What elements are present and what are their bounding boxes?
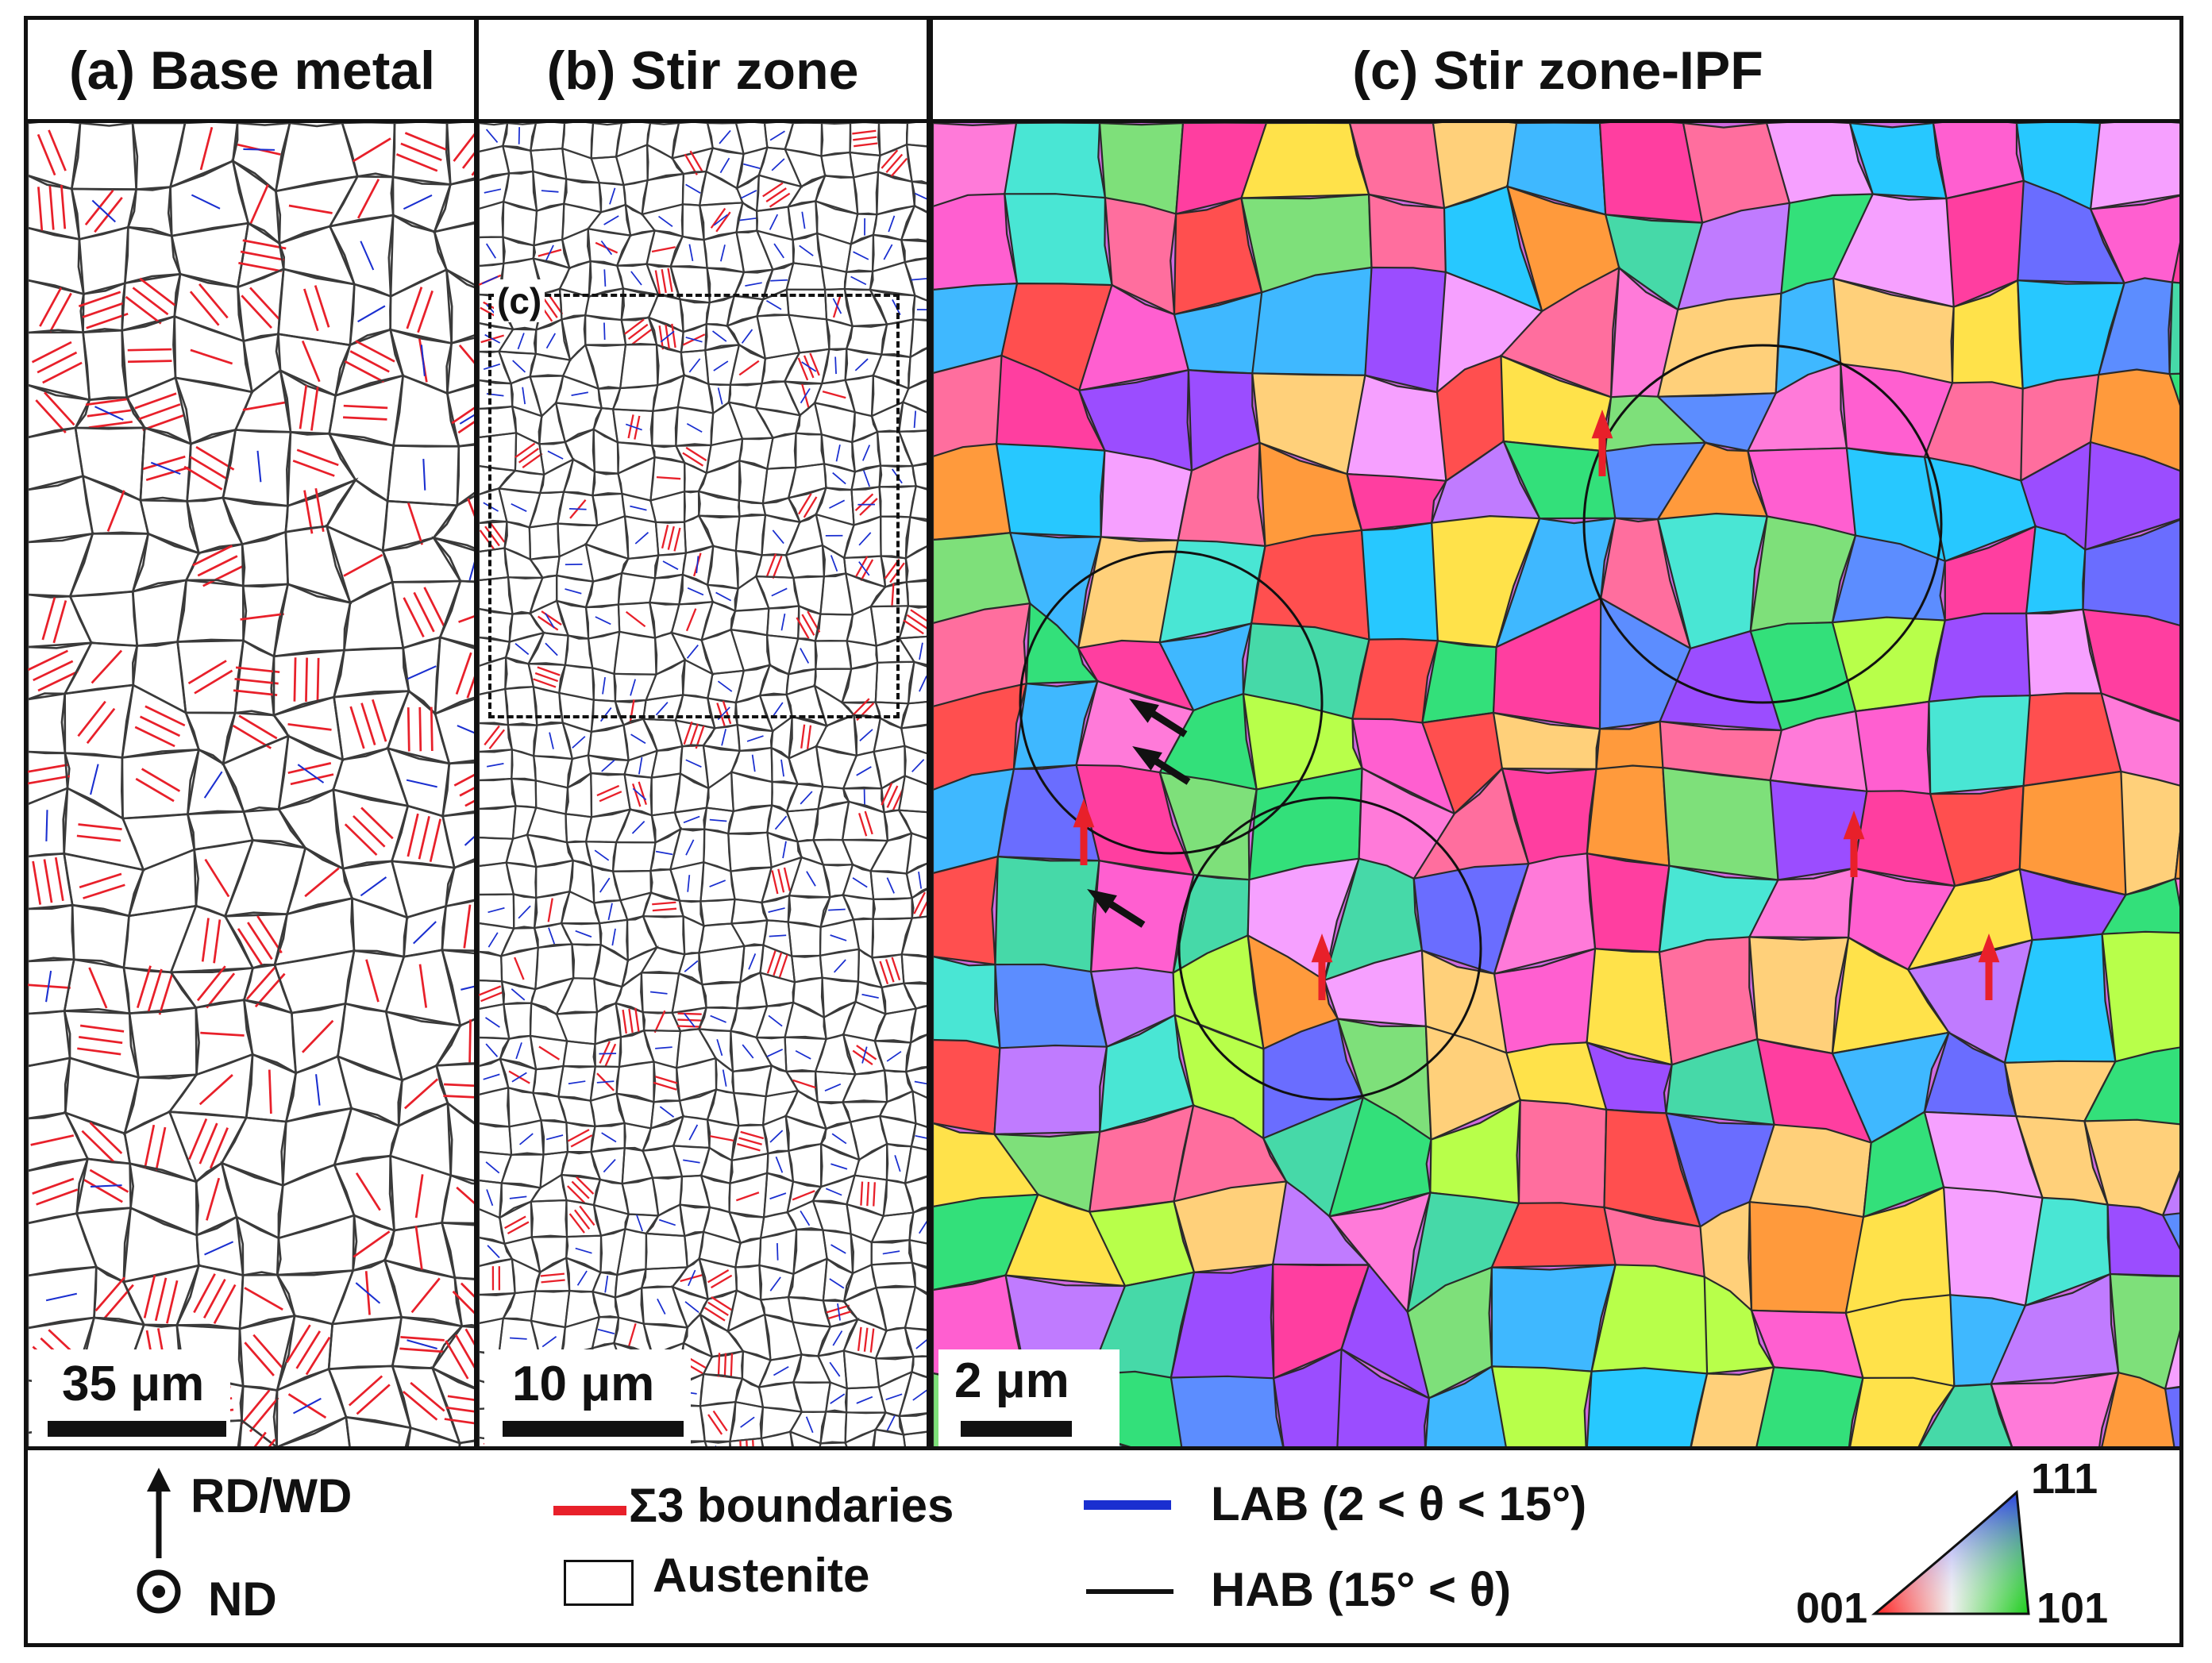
panel-a-scale-bar — [48, 1421, 226, 1437]
sigma3-legend-line — [553, 1506, 626, 1515]
divider-bc — [927, 16, 933, 1449]
axis-nd-label: ND — [208, 1573, 277, 1626]
panel-c-scale-bar — [961, 1421, 1072, 1437]
lab-legend-line — [1084, 1500, 1171, 1510]
legend-divider — [24, 1446, 2183, 1450]
ipf-001-label: 001 — [1796, 1584, 1868, 1632]
austenite-legend-swatch — [564, 1560, 634, 1606]
axis-rd-label: RD/WD — [191, 1469, 353, 1522]
ipf-color-triangle-icon — [1871, 1489, 2030, 1615]
header-divider — [24, 119, 2183, 123]
inset-region-label: (c) — [494, 279, 545, 322]
panel-a-title: (a) Base metal — [68, 40, 436, 101]
panel-c-scale-label: 2 μm — [954, 1353, 1069, 1408]
divider-ab — [474, 16, 479, 1449]
panel-b-title: (b) Stir zone — [546, 40, 859, 101]
austenite-legend-label: Austenite — [653, 1549, 870, 1602]
figure-frame — [24, 16, 2183, 1647]
panel-a-scale-label: 35 μm — [62, 1357, 205, 1411]
axis-arrow-icon — [137, 1468, 181, 1614]
panel-a-grain-map — [28, 123, 474, 1446]
panel-c-title: (c) Stir zone-IPF — [1352, 40, 1763, 101]
panel-b-scale-label: 10 μm — [512, 1357, 655, 1411]
panel-c-ipf-map — [933, 123, 2179, 1446]
ipf-101-label: 101 — [2037, 1584, 2109, 1632]
panel-b-grain-map — [479, 123, 927, 1446]
inset-region-box — [488, 294, 900, 718]
panel-b-scale-bar — [503, 1421, 684, 1437]
ipf-111-label: 111 — [2031, 1455, 2098, 1503]
sigma3-legend-label: Σ3 boundaries — [629, 1479, 954, 1532]
hab-legend-line — [1086, 1589, 1173, 1594]
lab-legend-label: LAB (2 < θ < 15°) — [1211, 1477, 1587, 1530]
hab-legend-label: HAB (15° < θ) — [1211, 1563, 1512, 1616]
